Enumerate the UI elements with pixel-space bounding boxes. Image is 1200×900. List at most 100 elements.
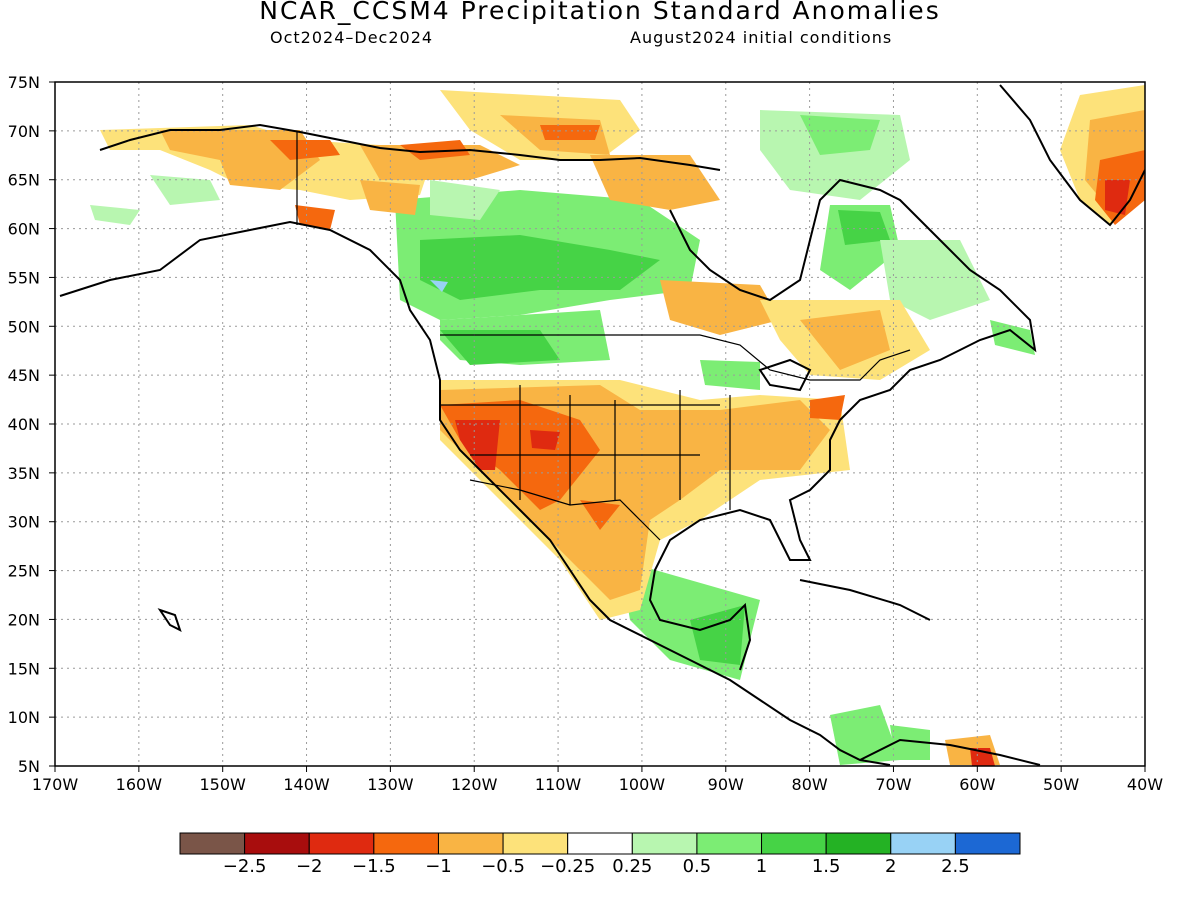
lon-label: 110W	[535, 775, 582, 794]
lat-label: 30N	[8, 513, 40, 532]
us-canada-border	[440, 334, 911, 381]
north-america-coastline	[99, 123, 721, 171]
lon-label: 100W	[619, 775, 666, 794]
north-america-coastline	[648, 419, 841, 671]
lat-label: 55N	[8, 268, 40, 287]
forecast-period: Oct2024–Dec2024	[270, 28, 434, 47]
political-borders	[296, 132, 911, 541]
anomaly-region	[700, 360, 760, 390]
lat-label: 5N	[18, 757, 40, 776]
colorbar-label: 2	[885, 856, 896, 877]
lon-label: 160W	[116, 775, 163, 794]
lon-label: 90W	[708, 775, 744, 794]
colorbar-swatch	[825, 832, 892, 855]
graticule	[55, 82, 1145, 766]
colorbar-swatch	[179, 832, 246, 855]
colorbar-swatch	[890, 832, 956, 855]
longitude-labels: 170W 160W 150W 140W 130W 120W 110W 100W 90W 80W 70…	[32, 766, 1163, 794]
anomaly-region	[360, 145, 520, 180]
lon-label: 150W	[200, 775, 247, 794]
anomaly-region	[880, 240, 990, 320]
anomaly-region	[430, 180, 500, 220]
lon-label: 170W	[32, 775, 79, 794]
colorbar-swatch	[308, 832, 375, 855]
anomaly-region	[580, 500, 620, 530]
lat-label: 50N	[8, 317, 40, 336]
lat-label: 75N	[8, 73, 40, 92]
anomaly-region	[295, 205, 335, 230]
anomaly-region	[270, 140, 340, 160]
colorbar-swatch	[696, 832, 763, 855]
colorbar-label: −1	[425, 856, 452, 877]
anomaly-region	[800, 310, 890, 370]
lat-label: 40N	[8, 415, 40, 434]
colorbar-swatch	[761, 832, 827, 855]
colorbar-label: −2.5	[223, 856, 267, 877]
lon-label: 130W	[367, 775, 414, 794]
colorbar-label: 0.5	[683, 856, 712, 877]
lon-label: 50W	[1043, 775, 1079, 794]
anomaly-region	[830, 705, 900, 765]
colorbar-label: 0.25	[612, 856, 652, 877]
anomaly-region	[455, 420, 500, 470]
lat-label: 10N	[8, 708, 40, 727]
lat-label: 15N	[8, 659, 40, 678]
north-america-coastline	[59, 220, 891, 766]
colorbar-label: −1.5	[352, 856, 396, 877]
anomaly-region	[660, 280, 780, 335]
lat-label: 20N	[8, 610, 40, 629]
lon-label: 60W	[959, 775, 995, 794]
anomaly-region	[890, 725, 930, 760]
anomaly-region	[150, 175, 220, 205]
colorbar-label: 2.5	[941, 856, 970, 877]
colorbar-swatch	[567, 832, 633, 855]
anomaly-region	[400, 140, 470, 160]
cuba-coastline	[799, 579, 931, 621]
colorbar-swatch	[954, 832, 1021, 855]
lat-label: 35N	[8, 464, 40, 483]
colorbar-swatch	[244, 832, 310, 855]
lon-label: 40W	[1127, 775, 1163, 794]
colorbar-label: 1	[756, 856, 767, 877]
anomaly-region	[540, 125, 600, 140]
lat-label: 70N	[8, 122, 40, 141]
colorbar-label: −2	[296, 856, 323, 877]
colorbar-swatch	[631, 832, 698, 855]
anomaly-region	[430, 280, 448, 292]
colorbar-label: 1.5	[812, 856, 841, 877]
greenland-coastline	[999, 84, 1145, 227]
great-lakes-outline	[758, 358, 812, 392]
colorbar-label: −0.5	[481, 856, 525, 877]
latitude-labels: 75N 70N 65N 60N 55N 50N 45N 40N 35N 30N 25N 20N 15N 1…	[8, 73, 55, 776]
lon-label: 120W	[451, 775, 498, 794]
colorbar-swatch	[373, 832, 439, 855]
anomaly-region	[530, 430, 560, 450]
anomaly-region	[800, 115, 880, 155]
anomaly-field	[90, 85, 1145, 766]
lat-label: 65N	[8, 171, 40, 190]
lon-label: 80W	[792, 775, 828, 794]
colorbar-swatch	[437, 832, 504, 855]
colorbar-label: −0.25	[540, 856, 595, 877]
north-america-coastline	[669, 178, 1037, 421]
lon-label: 140W	[283, 775, 330, 794]
lat-label: 45N	[8, 366, 40, 385]
lat-label: 25N	[8, 562, 40, 581]
anomaly-region	[838, 210, 890, 245]
lat-label: 60N	[8, 220, 40, 239]
island-coastline	[157, 608, 182, 632]
colorbar-swatch	[502, 832, 569, 855]
coastlines	[59, 84, 1145, 766]
lon-label: 70W	[875, 775, 911, 794]
anomaly-region	[90, 205, 140, 225]
initial-conditions: August2024 initial conditions	[630, 28, 893, 47]
colorbar: −2.5 −2 −1.5 −1 −0.5 −0.25 0.25 0.5 1 1.5 2 2.5	[179, 832, 1021, 877]
anomaly-region	[990, 320, 1035, 355]
anomaly-region	[810, 395, 845, 420]
anomaly-region	[420, 235, 660, 300]
anomaly-region	[440, 330, 560, 365]
north-america-coastline	[859, 738, 1041, 766]
anomaly-region	[590, 155, 720, 210]
map-title: NCAR_CCSM4 Precipitation Standard Anomal…	[259, 0, 941, 25]
